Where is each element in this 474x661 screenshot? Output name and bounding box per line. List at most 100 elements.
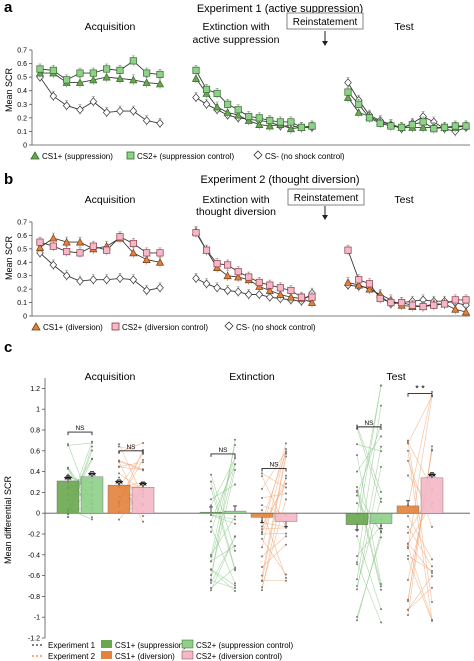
panel-c-test-star: ** — [428, 472, 436, 483]
panel-c-subject-dot — [380, 608, 382, 611]
panel-c-subject-line — [407, 396, 433, 549]
panel-a-phase-extinction-2: active suppression — [193, 34, 280, 46]
panel-a-point-square — [387, 122, 395, 130]
panel-c-subject-line — [261, 473, 287, 488]
panel-c-subject-dot — [234, 590, 236, 593]
panel-c-subject-dot — [142, 461, 144, 464]
panel-c-subject-line — [261, 448, 287, 548]
panel-a-reinstatement-label: Reinstatement — [293, 17, 358, 28]
panel-b-point-square — [234, 268, 242, 276]
panel-c-subject-line — [210, 514, 236, 525]
panel-c-subject-line — [210, 569, 236, 592]
panel-c-subject-line — [407, 526, 433, 567]
panel-b-y-tick-label: 0.2 — [17, 287, 27, 294]
panel-b-point-square — [76, 249, 84, 257]
panel-b-phase-test: Test — [394, 194, 413, 206]
panel-c-y-tick-label: 1.2 — [30, 386, 40, 393]
panel-c-subject-line — [356, 490, 382, 591]
panel-c-subject-line — [210, 569, 236, 586]
panel-a-point-square — [192, 66, 200, 74]
panel-b-point-square — [49, 242, 57, 250]
panel-a-series-1-line — [195, 70, 313, 128]
panel-c-subject-dot — [285, 450, 287, 453]
panel-a-point-square — [297, 123, 306, 131]
panel-c-bracket-label-5: * * — [415, 384, 425, 394]
panel-a-y-tick-label: 0 — [23, 143, 27, 150]
panel-c-subject-line — [407, 575, 433, 610]
panel-c-subject-dot — [356, 555, 358, 558]
legend-a-entry-1: CS1+ (suppression) — [42, 152, 113, 161]
panel-c-subject-dot — [67, 443, 69, 446]
panel-b-phase-extinction: Extinction with — [202, 194, 269, 206]
panel-c-subject-dot — [431, 569, 433, 572]
panel-letter-c: c — [4, 339, 12, 356]
panel-c-legend: Experiment 1 Experiment 2 CS1+ (suppress… — [32, 639, 293, 661]
panel-b-point-square — [63, 247, 71, 256]
panel-b-point-square — [224, 261, 232, 269]
panel-c-subject-dot — [356, 578, 358, 581]
panel-b-series-1-line — [39, 236, 160, 254]
legend-b-entry-1: CS1+ (diversion) — [43, 323, 103, 332]
panel-b-point-diamond — [129, 275, 138, 285]
panel-a-point-square — [308, 122, 316, 130]
panel-c-subject-dot — [261, 530, 263, 533]
panel-c-bracket-label-3: NS — [269, 461, 279, 468]
panel-a-series-0-line — [40, 72, 161, 85]
panel-c-subject-dot — [285, 452, 287, 455]
panel-b-point-triangle — [129, 248, 138, 257]
panel-c-subject-dot — [210, 504, 212, 507]
panel-b-point-diamond — [89, 275, 98, 285]
panel-c-subject-dot — [234, 443, 236, 446]
panel-c-subject-dot — [285, 477, 287, 480]
panel-c-subject-line — [210, 458, 236, 506]
panel-c-subject-dot — [431, 600, 433, 603]
panel-a-y-tick-label: 0.4 — [17, 88, 27, 95]
panel-c-subject-dot — [118, 476, 120, 479]
panel-c-subject-dot — [234, 522, 236, 525]
panel-b-point-diamond — [116, 274, 124, 283]
panel-c-bar-3-1 — [274, 513, 298, 522]
panel-b-point-square — [451, 296, 459, 304]
panel-a-point-triangle — [155, 79, 165, 88]
panel-c-subject-dot — [234, 535, 236, 538]
panel-a-phase-extinction: Extinction with — [202, 21, 269, 33]
panel-a-point-diamond — [76, 105, 84, 115]
panel-c-subject-dot — [285, 535, 287, 538]
panel-a-point-diamond — [202, 99, 211, 109]
panel-c-subject-dot — [380, 529, 382, 532]
panel-b-phase-acquisition: Acquisition — [85, 194, 136, 206]
panel-c-subject-dot — [210, 589, 212, 592]
panel-c-subject-line — [261, 475, 287, 591]
panel-c-subject-dot — [407, 554, 409, 557]
panel-c-subject-line — [407, 546, 433, 620]
panel-c-subject-dot — [210, 513, 212, 516]
panel-c-subject-dot — [261, 509, 263, 512]
panel-c-subject-dot — [356, 485, 358, 488]
panel-a-point-diamond — [344, 78, 352, 87]
panel-c-subject-dot — [234, 569, 236, 572]
panel-c-bar-0-2 — [345, 513, 369, 525]
panel-c-bracket-1 — [118, 450, 144, 454]
panel-c-subject-line — [210, 469, 236, 576]
panel-c-subject-line — [67, 442, 93, 446]
panel-b-series-1-line — [195, 232, 312, 298]
panel-c-bracket-label-2: NS — [218, 447, 228, 454]
panel-a-point-square — [276, 118, 284, 126]
panel-c-subject-line — [210, 464, 236, 522]
panel-c-category-acquisition: Acquisition — [85, 371, 136, 383]
panel-c-subject-dot — [431, 575, 433, 578]
panel-c-subject-dot — [380, 500, 382, 503]
panel-c-subject-dot — [380, 445, 382, 448]
legend-b-triangle-marker — [31, 322, 41, 331]
panel-c-subject-dot — [380, 531, 382, 534]
panel-c-subject-dot — [356, 494, 358, 497]
panel-a-point-square — [234, 106, 242, 114]
panel-c-subject-dot — [356, 535, 358, 538]
panel-c-subject-dot — [91, 458, 93, 461]
panel-c-subject-dot — [261, 472, 263, 475]
panel-b-point-triangle — [265, 286, 274, 294]
panel-c-subject-dot — [380, 621, 382, 624]
panel-b-point-diamond — [62, 271, 71, 281]
panel-c-y-tick-label: 0.6 — [30, 448, 40, 455]
